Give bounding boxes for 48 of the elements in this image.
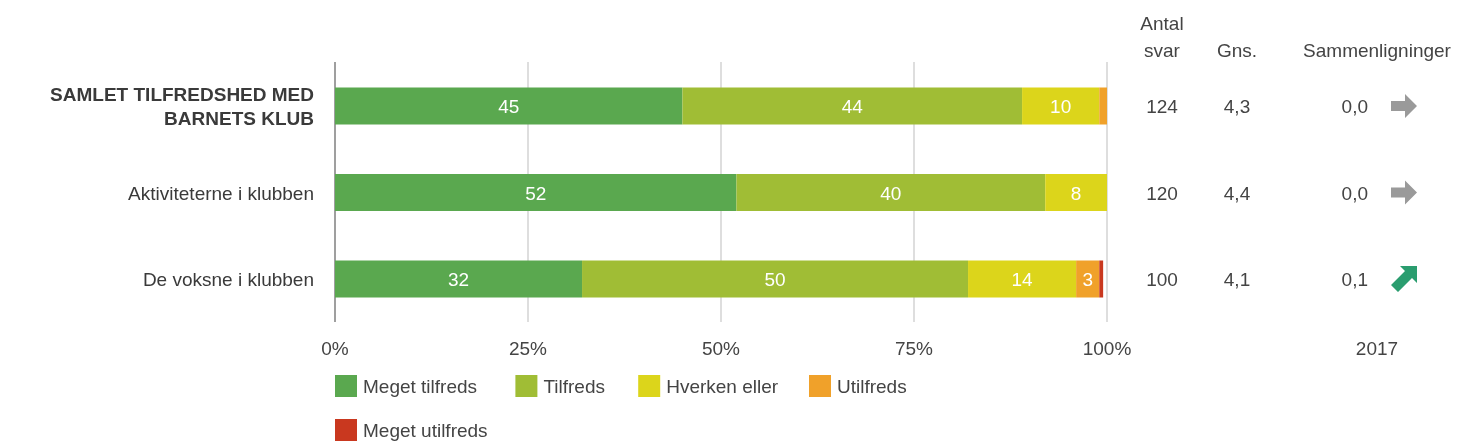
text: 120 bbox=[1146, 182, 1178, 204]
legend-label: Hverken eller bbox=[666, 376, 779, 397]
x-tick-label: 100% bbox=[1082, 338, 1132, 359]
bar bbox=[1045, 174, 1107, 211]
bar bbox=[1076, 260, 1100, 298]
text: 0,1 bbox=[1341, 269, 1368, 290]
bar bbox=[968, 260, 1077, 298]
bar bbox=[1022, 87, 1100, 125]
y-tick-label: De voksne i klubben bbox=[142, 269, 314, 290]
x-tick-label: 25% bbox=[508, 338, 548, 359]
text: Gns. bbox=[1216, 40, 1258, 61]
data-label: 44 bbox=[841, 96, 864, 117]
bar bbox=[736, 174, 1046, 211]
legend-label: Utilfreds bbox=[837, 376, 907, 397]
text: 2017 bbox=[1355, 338, 1399, 359]
x-tick-label: 0% bbox=[321, 338, 349, 359]
text: Antal svar bbox=[1140, 13, 1184, 61]
data-label: 3 bbox=[1082, 269, 1093, 290]
y-tick-label: SAMLET TILFREDSHED MED BARNETS KLUB bbox=[50, 84, 314, 129]
text: 4,1 bbox=[1223, 269, 1251, 290]
x-tick-label: 50% bbox=[701, 338, 741, 359]
data-label: 32 bbox=[447, 269, 470, 290]
x-tick-label: 75% bbox=[894, 338, 934, 359]
text: 4,3 bbox=[1223, 96, 1251, 117]
bar bbox=[335, 87, 683, 125]
text: Sammenligninger bbox=[1303, 40, 1452, 61]
legend-label: Meget utilfreds bbox=[363, 420, 488, 441]
text: 0,0 bbox=[1341, 182, 1368, 204]
data-label: 14 bbox=[1011, 269, 1034, 290]
data-label: 45 bbox=[498, 96, 520, 117]
data-label: 10 bbox=[1050, 96, 1072, 117]
data-label: 52 bbox=[525, 182, 547, 204]
legend-label: Tilfreds bbox=[543, 376, 605, 397]
data-label: 40 bbox=[880, 182, 902, 204]
text: 0,0 bbox=[1341, 96, 1368, 117]
bar bbox=[682, 87, 1023, 125]
y-tick-label: Aktiviteterne i klubben bbox=[128, 182, 314, 204]
legend-label: Meget tilfreds bbox=[363, 376, 478, 397]
data-label: 8 bbox=[1070, 182, 1082, 204]
bar bbox=[1099, 260, 1104, 298]
bar bbox=[1099, 87, 1107, 125]
text: 4,4 bbox=[1223, 182, 1251, 204]
bar bbox=[582, 260, 969, 298]
bar bbox=[335, 260, 583, 298]
data-label: 50 bbox=[764, 269, 786, 290]
text: 100 bbox=[1146, 269, 1178, 290]
text: 124 bbox=[1146, 96, 1179, 117]
bar bbox=[335, 174, 737, 211]
